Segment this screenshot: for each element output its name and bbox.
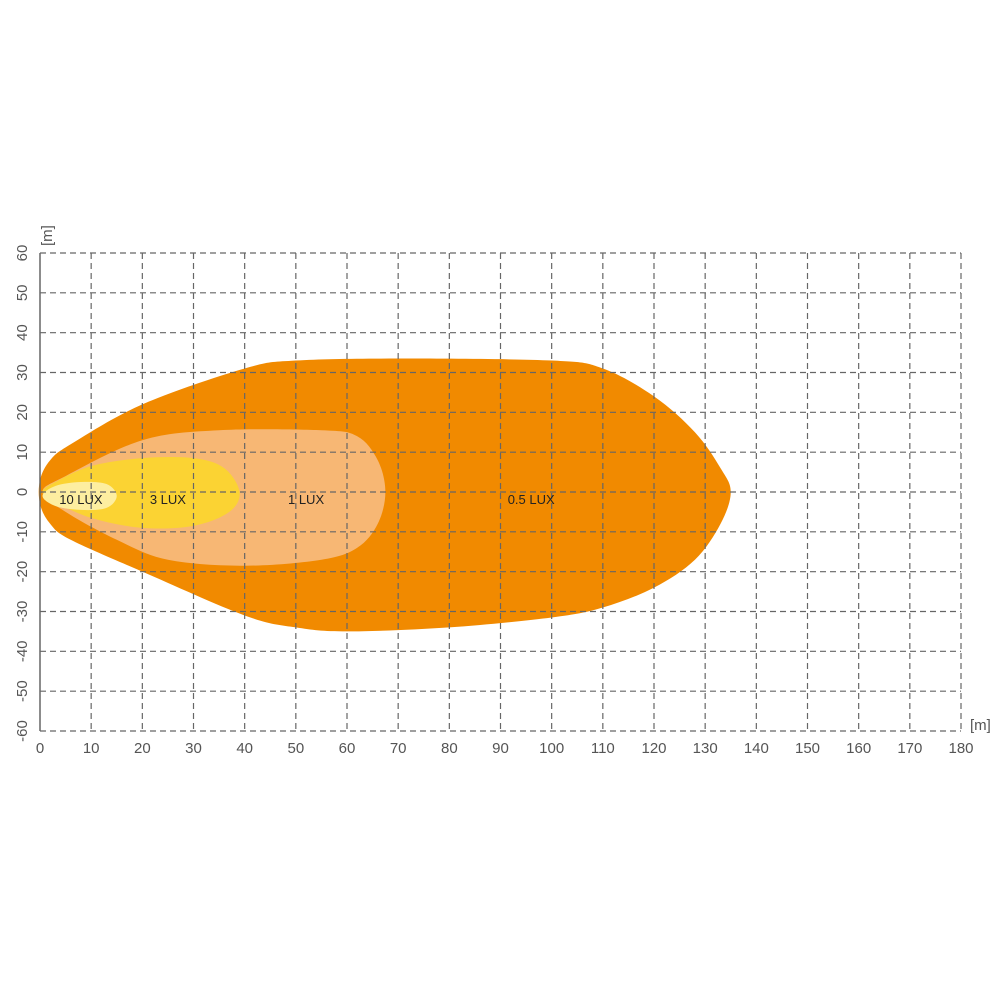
y-tick-label: -60 bbox=[14, 720, 31, 742]
y-tick-label: -10 bbox=[14, 521, 31, 543]
y-tick-label: -50 bbox=[14, 680, 31, 702]
contour-3-lux bbox=[42, 457, 240, 529]
x-tick-label: 60 bbox=[339, 740, 356, 757]
x-tick-label: 130 bbox=[693, 740, 718, 757]
y-tick-label: 10 bbox=[14, 444, 31, 461]
y-tick-label: 50 bbox=[14, 284, 31, 301]
contour-10-lux bbox=[42, 481, 117, 511]
x-tick-label: 150 bbox=[795, 740, 820, 757]
x-tick-label: 10 bbox=[83, 740, 100, 757]
contour-areas bbox=[38, 358, 731, 632]
y-tick-label: 60 bbox=[14, 245, 31, 262]
x-tick-label: 20 bbox=[134, 740, 151, 757]
x-tick-label: 100 bbox=[539, 740, 564, 757]
y-tick-label: 0 bbox=[14, 488, 31, 496]
contour-label: 0.5 LUX bbox=[508, 492, 555, 507]
x-tick-label: 120 bbox=[641, 740, 666, 757]
y-tick-label: -30 bbox=[14, 601, 31, 623]
x-tick-label: 180 bbox=[948, 740, 973, 757]
x-tick-label: 90 bbox=[492, 740, 509, 757]
x-tick-label: 30 bbox=[185, 740, 202, 757]
y-tick-label: 30 bbox=[14, 364, 31, 381]
tick-labels: 0 10 20 30 40 50 60 70 80 90 100 110 120 130 140 150 160… bbox=[14, 245, 974, 757]
x-tick-label: 170 bbox=[897, 740, 922, 757]
x-tick-label: 140 bbox=[744, 740, 769, 757]
x-tick-label: 80 bbox=[441, 740, 458, 757]
x-tick-label: 160 bbox=[846, 740, 871, 757]
x-tick-label: 40 bbox=[236, 740, 253, 757]
contour-label: 3 LUX bbox=[150, 492, 186, 507]
y-tick-label: 20 bbox=[14, 404, 31, 421]
x-tick-label: 50 bbox=[287, 740, 304, 757]
y-tick-label: -40 bbox=[14, 640, 31, 662]
x-tick-label: 110 bbox=[591, 740, 615, 757]
y-axis-unit: [m] bbox=[39, 225, 56, 246]
x-tick-label: 70 bbox=[390, 740, 407, 757]
x-tick-label: 0 bbox=[36, 740, 44, 757]
grid bbox=[39, 252, 962, 732]
y-tick-label: 40 bbox=[14, 324, 31, 341]
contour-label: 10 LUX bbox=[59, 492, 103, 507]
contour-labels: 0.5 LUX 1 LUX 3 LUX 10 LUX bbox=[59, 492, 555, 507]
x-axis-unit: [m] bbox=[970, 717, 991, 734]
contour-label: 1 LUX bbox=[288, 492, 324, 507]
y-tick-label: -20 bbox=[14, 561, 31, 583]
